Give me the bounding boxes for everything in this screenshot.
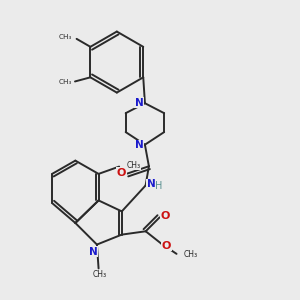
Text: O: O xyxy=(162,241,171,250)
Text: CH₃: CH₃ xyxy=(184,250,198,259)
Text: CH₃: CH₃ xyxy=(58,79,72,85)
Text: N: N xyxy=(135,140,143,150)
Text: O: O xyxy=(117,168,126,178)
Text: CH₃: CH₃ xyxy=(93,270,107,279)
Text: H: H xyxy=(155,182,163,191)
Text: N: N xyxy=(135,98,143,108)
Text: N: N xyxy=(146,179,155,189)
Text: CH₃: CH₃ xyxy=(59,34,72,40)
Text: CH₃: CH₃ xyxy=(126,161,141,170)
Text: O: O xyxy=(160,212,170,221)
Text: N: N xyxy=(89,247,98,257)
